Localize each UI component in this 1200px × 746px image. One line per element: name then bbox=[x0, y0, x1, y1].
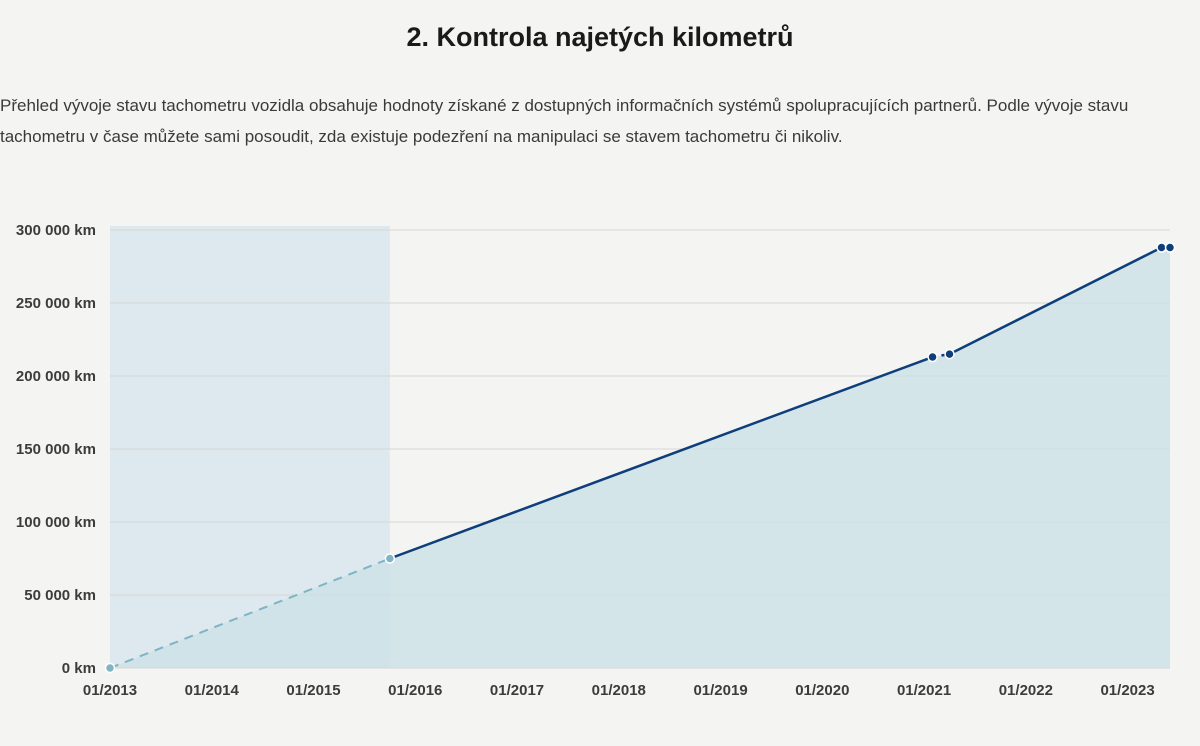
y-tick-label: 50 000 km bbox=[24, 587, 96, 604]
page-title: 2. Kontrola najetých kilometrů bbox=[406, 22, 794, 52]
area-fill bbox=[110, 247, 1170, 668]
series-line-segment bbox=[389, 355, 933, 560]
data-point[interactable] bbox=[384, 553, 396, 564]
y-tick-label: 250 000 km bbox=[16, 295, 96, 312]
data-point[interactable] bbox=[104, 662, 116, 674]
x-tick-label: 01/2022 bbox=[999, 682, 1053, 699]
series-line-segment bbox=[948, 246, 1163, 356]
x-tick-label: 01/2013 bbox=[83, 682, 137, 699]
x-tick-label: 01/2019 bbox=[693, 682, 747, 699]
data-point[interactable] bbox=[1156, 242, 1167, 253]
x-tick-label: 01/2021 bbox=[897, 682, 951, 699]
data-point[interactable] bbox=[927, 351, 938, 363]
x-tick-label: 01/2014 bbox=[185, 682, 240, 699]
y-tick-label: 300 000 km bbox=[16, 222, 96, 239]
x-tick-label: 01/2015 bbox=[286, 682, 340, 699]
x-tick-label: 01/2023 bbox=[1100, 682, 1154, 699]
data-point[interactable] bbox=[1164, 242, 1176, 253]
y-tick-label: 200 000 km bbox=[16, 368, 96, 385]
data-point[interactable] bbox=[944, 348, 955, 360]
x-tick-label: 01/2018 bbox=[592, 682, 646, 699]
y-tick-label: 150 000 km bbox=[16, 441, 96, 458]
y-tick-label: 100 000 km bbox=[16, 514, 96, 531]
x-tick-label: 01/2017 bbox=[490, 682, 544, 699]
intro-text: Přehled vývoje stavu tachometru vozidla … bbox=[0, 96, 1129, 146]
y-tick-label: 0 km bbox=[62, 660, 96, 677]
x-tick-label: 01/2020 bbox=[795, 682, 849, 699]
x-tick-label: 01/2016 bbox=[388, 682, 442, 699]
series-line-segment bbox=[109, 557, 391, 669]
